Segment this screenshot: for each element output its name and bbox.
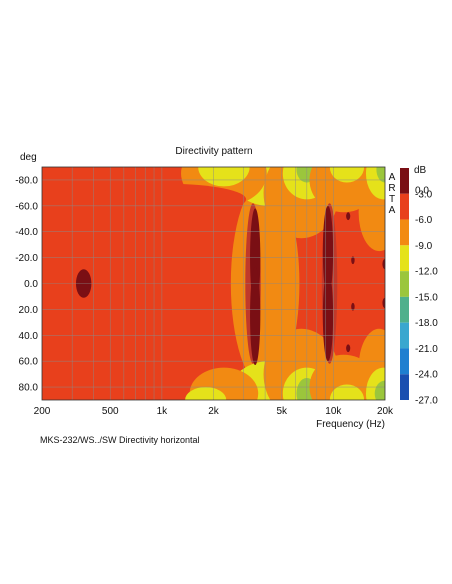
colorbar-label-1: -3.0	[415, 189, 433, 200]
heatmap-region-5	[198, 167, 250, 187]
x-tick-labels: 200 500 1k 2k 5k 10k 20k	[34, 406, 394, 417]
x-tick-label-2: 1k	[157, 406, 169, 417]
x-tick-label-6: 20k	[377, 406, 394, 417]
colorbar-label-4: -12.0	[415, 267, 438, 278]
y-tick-label-3: -20.0	[15, 253, 38, 264]
watermark-letter-3: A	[389, 205, 396, 216]
colorbar-label-5: -15.0	[415, 292, 438, 303]
heatmap-region-22	[376, 167, 385, 183]
colorbar-band-2	[400, 219, 409, 246]
y-tick-label-6: 40.0	[19, 331, 39, 342]
colorbar-band-5	[400, 296, 409, 323]
colorbar-label-6: -18.0	[415, 318, 438, 329]
colorbar-band-4	[400, 271, 409, 297]
colorbar-unit: dB	[414, 165, 427, 176]
y-axis-label: deg	[20, 152, 37, 163]
y-tick-label-5: 20.0	[19, 305, 39, 316]
x-tick-label-1: 500	[102, 406, 119, 417]
colorbar-band-6	[400, 322, 409, 349]
y-tick-label-1: -60.0	[15, 201, 38, 212]
x-tick-label-4: 5k	[276, 406, 288, 417]
colorbar-band-8	[400, 374, 409, 400]
heatmap-region-17	[329, 384, 365, 400]
colorbar-label-2: -6.0	[415, 215, 433, 226]
colorbar-band-7	[400, 348, 409, 375]
y-tick-label-7: 60.0	[19, 357, 39, 368]
heatmap-region-38	[382, 297, 385, 309]
heatmap-region-7	[185, 387, 227, 400]
heatmap-region-16	[329, 167, 365, 183]
chart-caption: MKS-232/WS../SW Directivity horizontal	[40, 435, 200, 445]
colorbar-label-3: -9.0	[415, 241, 433, 252]
grid-lines	[42, 167, 385, 400]
y-tick-label-8: 80.0	[19, 383, 39, 394]
colorbar-band-1	[400, 193, 409, 220]
x-tick-label-3: 2k	[208, 406, 220, 417]
y-tick-label-4: 0.0	[24, 279, 38, 290]
y-tick-labels: -80.0 -60.0 -40.0 -20.0 0.0 20.0 40.0 60.0 80.0	[15, 175, 38, 393]
heatmap-region-28	[250, 266, 261, 366]
heatmap-region-35	[351, 256, 355, 265]
x-tick-label-0: 200	[34, 406, 51, 417]
colorbar-label-0: 0.0	[415, 186, 429, 197]
colorbar-label-7: -21.0	[415, 344, 438, 355]
y-tick-label-0: -80.0	[15, 175, 38, 186]
colorbar-band-3	[400, 245, 409, 272]
colorbar: 0.0-3.0 -6.0 -9.0 -12.0 -15.0 -18.0 -21.0 -24.0…	[400, 168, 438, 407]
colorbar-label-8: -24.0	[415, 370, 438, 381]
watermark-letter-0: A	[389, 172, 396, 183]
x-axis-label: Frequency (Hz)	[316, 419, 385, 430]
y-tick-label-2: -40.0	[15, 227, 38, 238]
heatmap-region-33	[346, 212, 351, 221]
heatmap-region-37	[382, 258, 385, 270]
watermark-letter-1: R	[388, 183, 395, 194]
watermark-letter-2: T	[389, 194, 395, 205]
colorbar-label-9: -27.0	[415, 396, 438, 407]
heatmap-region-23	[374, 380, 385, 400]
heatmap-region-34	[346, 344, 351, 353]
x-tick-label-5: 10k	[325, 406, 342, 417]
heatmap-region-36	[351, 302, 355, 311]
chart-title: Directivity pattern	[175, 146, 252, 157]
colorbar-top-band	[400, 168, 409, 194]
heatmap-region-24	[91, 183, 247, 215]
plot-frame	[41, 166, 386, 401]
